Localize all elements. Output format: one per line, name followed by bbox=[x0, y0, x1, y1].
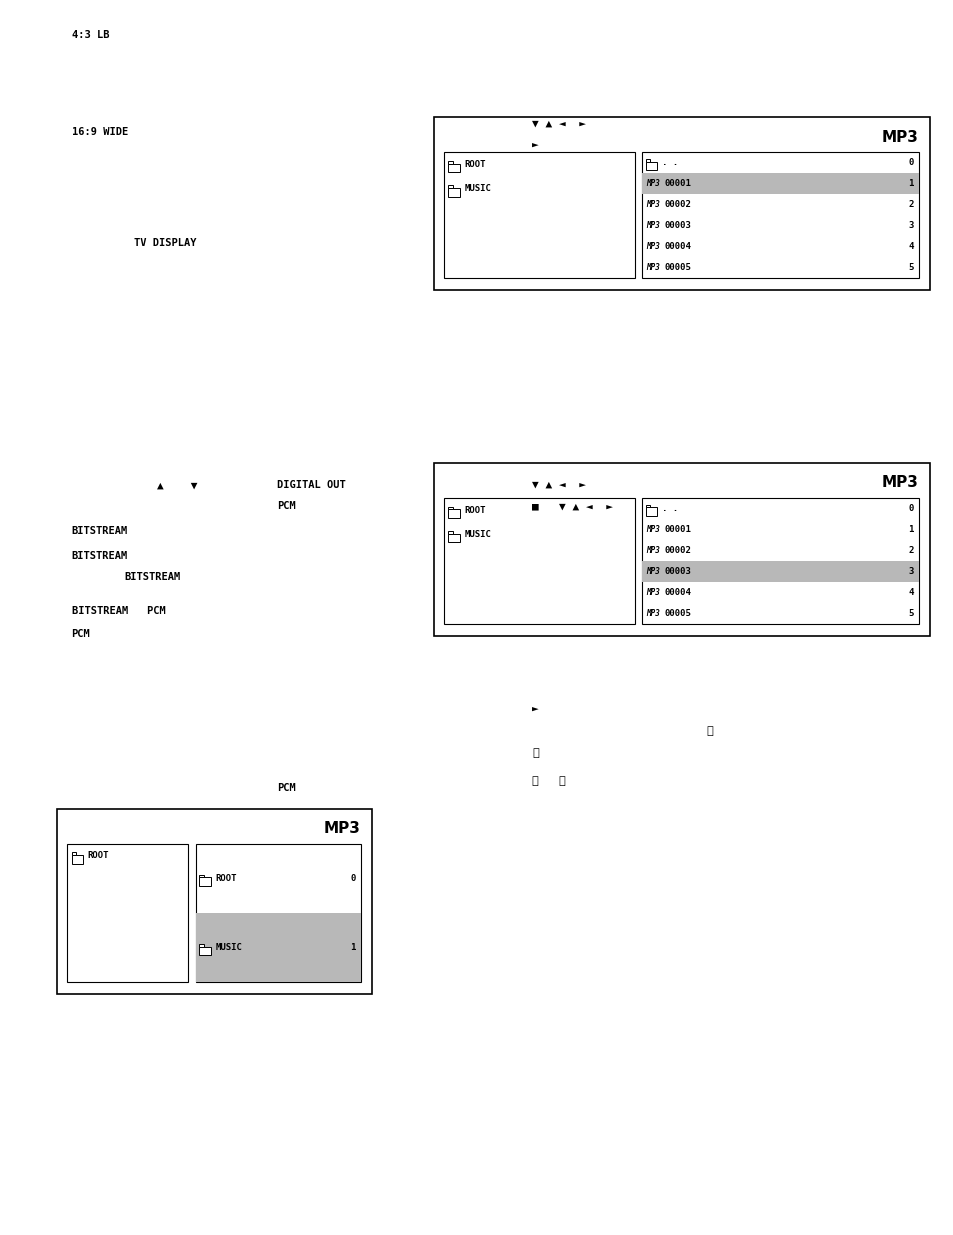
Text: DIGITAL OUT: DIGITAL OUT bbox=[276, 480, 345, 490]
Text: BITSTREAM: BITSTREAM bbox=[124, 572, 180, 582]
Text: BITSTREAM: BITSTREAM bbox=[71, 551, 128, 561]
Text: 0: 0 bbox=[907, 504, 913, 513]
Text: 00005: 00005 bbox=[663, 263, 690, 272]
Text: ROOT: ROOT bbox=[464, 159, 486, 169]
Text: 3: 3 bbox=[907, 567, 913, 576]
Text: 4:3 LB: 4:3 LB bbox=[71, 30, 109, 40]
Text: 00003: 00003 bbox=[663, 567, 690, 576]
Text: MP3: MP3 bbox=[645, 200, 659, 209]
Bar bbox=[71, 855, 83, 863]
Text: 00001: 00001 bbox=[663, 525, 690, 534]
Text: 4: 4 bbox=[907, 588, 913, 597]
Text: 0: 0 bbox=[350, 873, 355, 883]
Bar bbox=[448, 534, 459, 542]
Bar bbox=[195, 844, 360, 982]
Text: 00001: 00001 bbox=[663, 179, 690, 188]
Bar bbox=[67, 844, 188, 982]
Text: 2: 2 bbox=[907, 546, 913, 555]
Text: ▼ ▲ ◄  ►: ▼ ▲ ◄ ► bbox=[532, 479, 586, 489]
Text: ROOT: ROOT bbox=[88, 851, 110, 861]
Text: MUSIC: MUSIC bbox=[464, 184, 491, 194]
Text: 00002: 00002 bbox=[663, 200, 690, 209]
Bar bbox=[199, 944, 203, 946]
Text: MP3: MP3 bbox=[645, 179, 659, 188]
Bar bbox=[645, 508, 657, 516]
Bar bbox=[641, 561, 918, 582]
Bar bbox=[641, 498, 918, 624]
Text: 2: 2 bbox=[907, 200, 913, 209]
Text: ►: ► bbox=[532, 705, 538, 715]
Text: BITSTREAM   PCM: BITSTREAM PCM bbox=[71, 606, 165, 616]
Bar bbox=[57, 809, 372, 994]
Bar bbox=[71, 852, 75, 855]
Text: . .: . . bbox=[661, 158, 678, 167]
Text: PCM: PCM bbox=[71, 629, 91, 638]
Text: ⏮: ⏮ bbox=[705, 726, 712, 736]
Text: ▲    ▼: ▲ ▼ bbox=[157, 480, 197, 490]
Bar bbox=[434, 117, 929, 290]
Bar bbox=[448, 531, 452, 534]
Bar bbox=[645, 505, 650, 508]
Text: 3: 3 bbox=[907, 221, 913, 230]
Text: ⏮   ⏭: ⏮ ⏭ bbox=[532, 776, 565, 785]
Text: MP3: MP3 bbox=[645, 567, 659, 576]
Bar bbox=[443, 152, 634, 278]
Text: 00004: 00004 bbox=[663, 588, 690, 597]
Text: PCM: PCM bbox=[276, 783, 295, 793]
Text: 1: 1 bbox=[907, 525, 913, 534]
Text: TV DISPLAY: TV DISPLAY bbox=[133, 238, 196, 248]
Text: 5: 5 bbox=[907, 263, 913, 272]
Text: 5: 5 bbox=[907, 609, 913, 618]
Text: ROOT: ROOT bbox=[215, 873, 237, 883]
Bar bbox=[199, 877, 211, 885]
Text: BITSTREAM: BITSTREAM bbox=[71, 526, 128, 536]
Bar bbox=[443, 498, 634, 624]
Bar bbox=[448, 163, 459, 172]
Bar bbox=[448, 506, 452, 509]
Text: . .: . . bbox=[661, 504, 678, 513]
Text: MP3: MP3 bbox=[645, 588, 659, 597]
Text: MP3: MP3 bbox=[645, 242, 659, 251]
Bar bbox=[448, 161, 452, 163]
Text: ►: ► bbox=[532, 141, 538, 151]
Text: MUSIC: MUSIC bbox=[215, 942, 242, 952]
Text: 0: 0 bbox=[907, 158, 913, 167]
Text: ⏭: ⏭ bbox=[532, 748, 538, 758]
Text: MP3: MP3 bbox=[881, 475, 918, 490]
Bar bbox=[195, 913, 360, 982]
Text: 00005: 00005 bbox=[663, 609, 690, 618]
Bar bbox=[199, 874, 203, 877]
Bar bbox=[448, 509, 459, 517]
Text: ROOT: ROOT bbox=[464, 505, 486, 515]
Text: 4: 4 bbox=[907, 242, 913, 251]
Bar bbox=[641, 173, 918, 194]
Text: 00004: 00004 bbox=[663, 242, 690, 251]
Bar bbox=[199, 946, 211, 955]
Text: MP3: MP3 bbox=[645, 546, 659, 555]
Bar bbox=[448, 188, 459, 196]
Text: ■   ▼ ▲ ◄  ►: ■ ▼ ▲ ◄ ► bbox=[532, 501, 613, 511]
Text: 00003: 00003 bbox=[663, 221, 690, 230]
Bar bbox=[434, 463, 929, 636]
Text: MP3: MP3 bbox=[645, 263, 659, 272]
Text: MP3: MP3 bbox=[645, 525, 659, 534]
Text: MP3: MP3 bbox=[323, 821, 360, 836]
Text: ▼ ▲ ◄  ►: ▼ ▲ ◄ ► bbox=[532, 119, 586, 128]
Bar bbox=[645, 159, 650, 162]
Text: MP3: MP3 bbox=[881, 130, 918, 144]
Text: MP3: MP3 bbox=[645, 609, 659, 618]
Text: MP3: MP3 bbox=[645, 221, 659, 230]
Bar bbox=[641, 152, 918, 278]
Text: 1: 1 bbox=[907, 179, 913, 188]
Text: MUSIC: MUSIC bbox=[464, 530, 491, 540]
Bar bbox=[448, 185, 452, 188]
Text: 1: 1 bbox=[350, 942, 355, 952]
Text: 16:9 WIDE: 16:9 WIDE bbox=[71, 127, 128, 137]
Text: 00002: 00002 bbox=[663, 546, 690, 555]
Text: PCM: PCM bbox=[276, 501, 295, 511]
Bar bbox=[645, 162, 657, 170]
